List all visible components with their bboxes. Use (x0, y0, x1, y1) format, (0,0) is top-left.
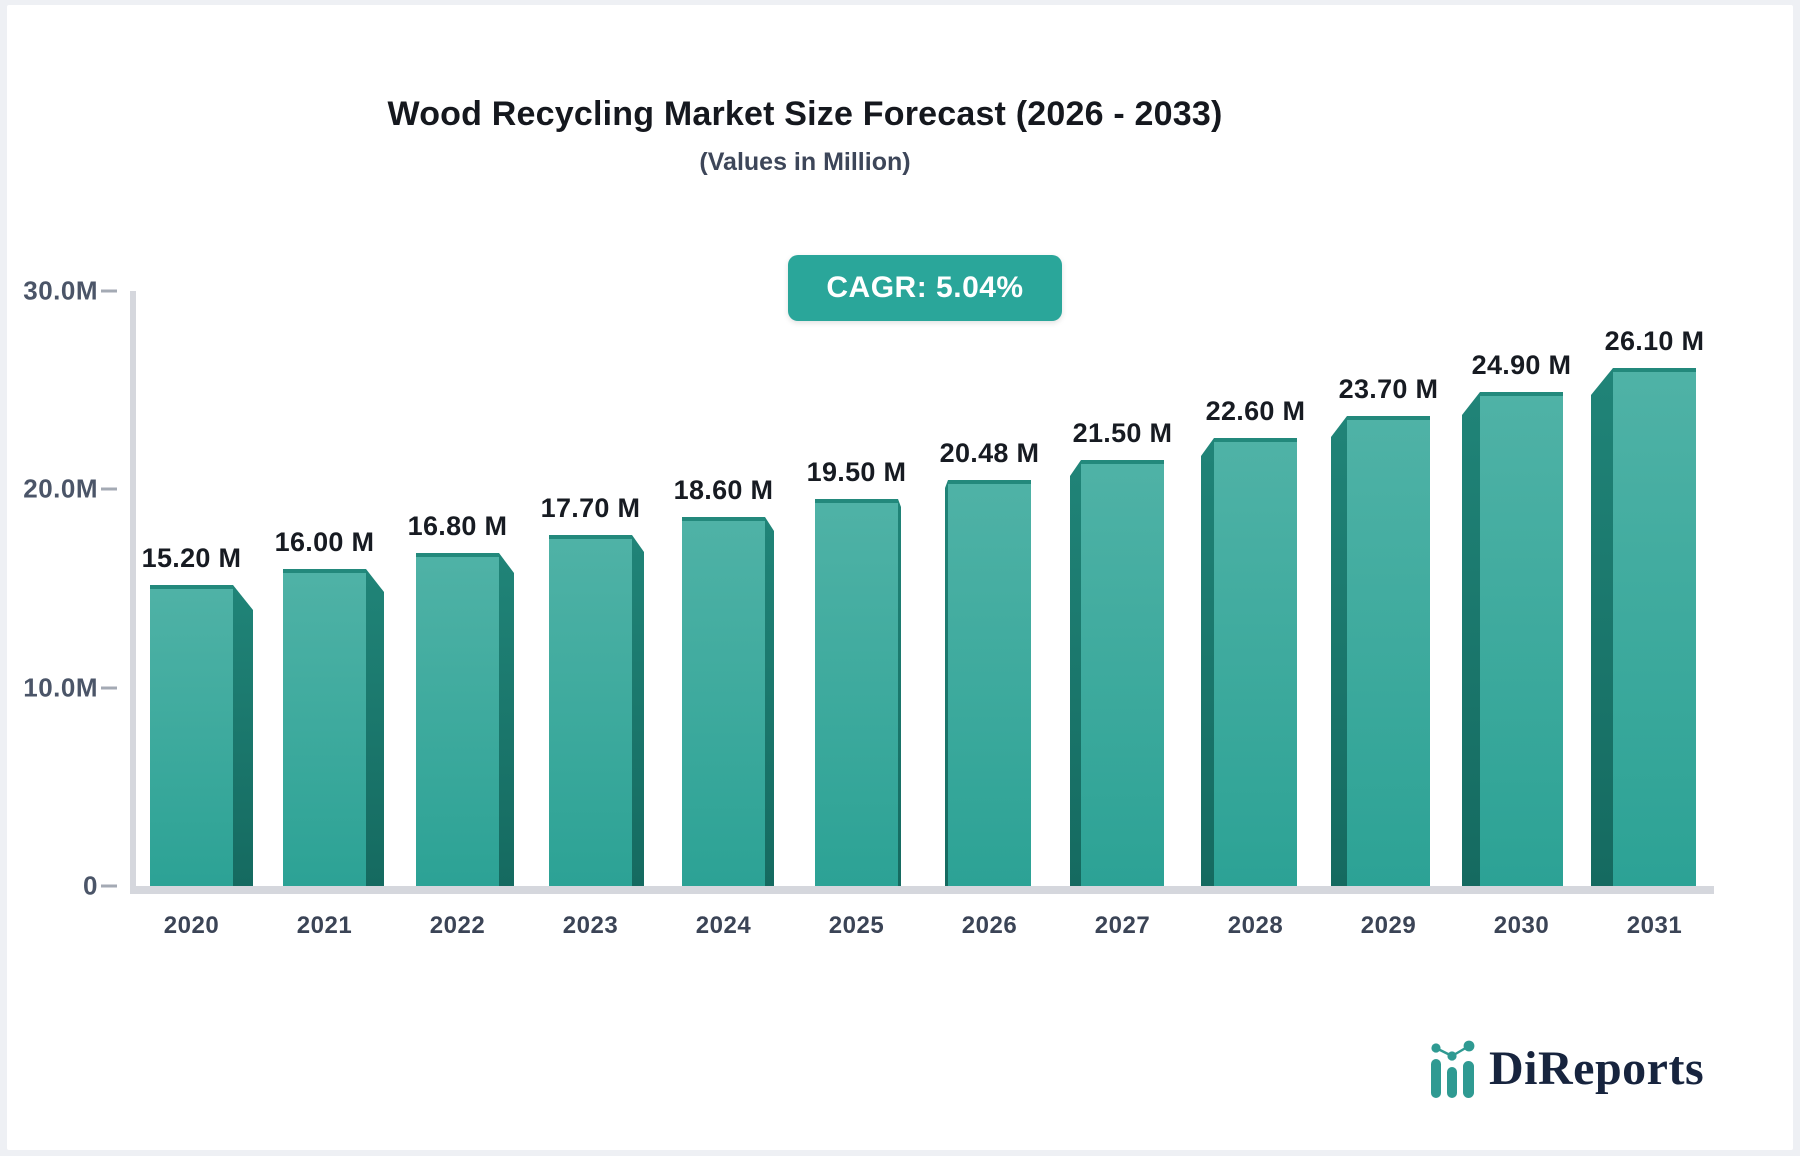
cagr-badge-label: CAGR: 5.04% (826, 271, 1024, 304)
bar-2031[interactable] (1613, 368, 1696, 886)
x-axis-label-2031: 2031 (1626, 912, 1683, 939)
bar-2026[interactable] (948, 480, 1031, 886)
bar-side-face (366, 569, 384, 886)
x-axis-label-2022: 2022 (429, 912, 486, 939)
bar-value-label: 20.48 M (939, 438, 1040, 468)
bar-2028[interactable] (1214, 438, 1297, 886)
bar-2027[interactable] (1081, 460, 1164, 886)
mini-bar-chart-logo-icon (1431, 1040, 1475, 1098)
bar-side-face (499, 553, 514, 886)
bar-side-face (898, 499, 901, 886)
y-axis-tick-mark (101, 686, 117, 690)
bar-side-face (1201, 438, 1214, 886)
bar-value-label: 24.90 M (1471, 350, 1572, 380)
bar-value-label: 16.00 M (274, 527, 375, 557)
y-axis-tick-label-20m: 20.0M (23, 473, 98, 504)
bar-2020[interactable] (150, 585, 233, 886)
x-axis-label-2029: 2029 (1360, 912, 1417, 939)
x-axis-label-2027: 2027 (1094, 912, 1151, 939)
page-subtitle: (Values in Million) (699, 148, 911, 176)
bar-value-label: 26.10 M (1604, 326, 1705, 356)
bar-value-label: 17.70 M (540, 493, 641, 523)
x-axis-label-2030: 2030 (1493, 912, 1550, 939)
bar-2023[interactable] (549, 535, 632, 886)
x-axis-line (130, 886, 1714, 894)
x-axis-label-2026: 2026 (961, 912, 1018, 939)
cagr-badge: CAGR: 5.04% (788, 255, 1062, 321)
bar-side-face (1462, 392, 1480, 886)
logo-text: DiReports (1489, 1041, 1705, 1095)
bar-2025[interactable] (815, 499, 898, 886)
bar-side-face (1070, 460, 1081, 886)
bar-side-face (765, 517, 774, 886)
bar-side-face (233, 585, 253, 886)
bar-value-label: 16.80 M (407, 511, 508, 541)
bar-value-label: 19.50 M (806, 457, 907, 487)
bar-2021[interactable] (283, 569, 366, 886)
y-axis-tick-label-10m: 10.0M (23, 672, 98, 703)
bar-2029[interactable] (1347, 416, 1430, 886)
y-axis-tick-mark (101, 487, 117, 491)
bar-2024[interactable] (682, 517, 765, 886)
bar-value-label: 22.60 M (1205, 396, 1306, 426)
x-axis-label-2021: 2021 (296, 912, 353, 939)
y-axis-tick-label-30m: 30.0M (23, 275, 98, 306)
y-axis-line (130, 291, 136, 894)
y-axis-tick-label-0: 0 (83, 870, 98, 901)
bar-side-face (1591, 368, 1613, 886)
x-axis-label-2023: 2023 (562, 912, 619, 939)
bar-2030[interactable] (1480, 392, 1563, 886)
bar-side-face (945, 480, 948, 886)
bar-side-face (632, 535, 644, 886)
bar-side-face (1331, 416, 1347, 886)
direports-logo: DiReports (1430, 1036, 1704, 1100)
bar-value-label: 18.60 M (673, 475, 774, 505)
x-axis-label-2025: 2025 (828, 912, 885, 939)
x-axis-label-2024: 2024 (695, 912, 752, 939)
x-axis-label-2020: 2020 (163, 912, 220, 939)
bar-value-label: 21.50 M (1072, 418, 1173, 448)
y-axis-tick-mark (101, 884, 117, 888)
bar-2022[interactable] (416, 553, 499, 886)
x-axis-label-2028: 2028 (1227, 912, 1284, 939)
page-title: Wood Recycling Market Size Forecast (202… (387, 95, 1223, 133)
bar-value-label: 15.20 M (141, 543, 242, 573)
y-axis-tick-mark (101, 289, 117, 293)
bar-value-label: 23.70 M (1338, 374, 1439, 404)
